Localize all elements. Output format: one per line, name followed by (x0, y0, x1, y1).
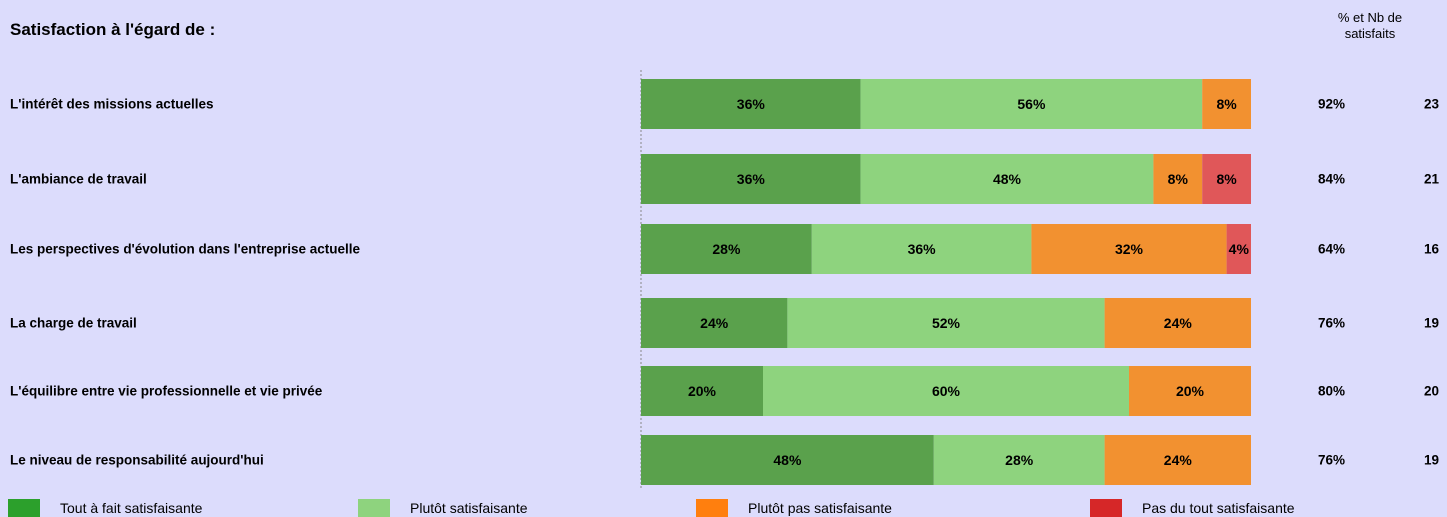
legend: Tout à fait satisfaisante Plutôt satisfa… (0, 499, 1447, 517)
satisfied-percent: 76% (1318, 452, 1346, 468)
chart-title: Satisfaction à l'égard de : (10, 20, 216, 39)
bar-segment (860, 154, 1154, 204)
bar-segment (860, 79, 1203, 129)
bar-segment (1202, 79, 1251, 129)
category-label: Les perspectives d'évolution dans l'entr… (10, 241, 361, 257)
satisfied-count: 23 (1424, 96, 1440, 112)
bar-value-label: 24% (700, 315, 729, 331)
bar-segment (1104, 435, 1251, 485)
category-label: L'ambiance de travail (10, 171, 147, 187)
bar-segment (1104, 298, 1251, 348)
legend-swatch (358, 499, 390, 517)
bar-value-label: 48% (773, 452, 802, 468)
legend-swatch (696, 499, 728, 517)
satisfied-count: 20 (1424, 383, 1440, 399)
satisfied-percent: 84% (1318, 171, 1346, 187)
bar-segment (1129, 366, 1251, 416)
satisfied-count: 21 (1424, 171, 1440, 187)
bar-value-label: 32% (1115, 241, 1144, 257)
bar-segment (763, 366, 1129, 416)
legend-item-tout-a-fait: Tout à fait satisfaisante (8, 499, 202, 517)
bar-segment (787, 298, 1105, 348)
bar-value-label: 8% (1168, 171, 1189, 187)
satisfied-count: 19 (1424, 315, 1440, 331)
category-label: Le niveau de responsabilité aujourd'hui (10, 452, 264, 468)
bar-segment (641, 366, 763, 416)
bar-value-label: 48% (993, 171, 1022, 187)
legend-item-plutot: Plutôt satisfaisante (358, 499, 528, 517)
category-label: L'équilibre entre vie professionnelle et… (10, 383, 323, 399)
legend-swatch (8, 499, 40, 517)
bar-value-label: 36% (908, 241, 937, 257)
category-label: La charge de travail (10, 315, 137, 331)
bar-segment (641, 154, 861, 204)
bar-value-label: 20% (688, 383, 717, 399)
legend-label: Pas du tout satisfaisante (1142, 500, 1295, 516)
legend-item-plutot-pas: Plutôt pas satisfaisante (696, 499, 892, 517)
satisfied-percent: 76% (1318, 315, 1346, 331)
bar-value-label: 8% (1216, 171, 1237, 187)
bar-value-label: 24% (1164, 452, 1193, 468)
bar-segment (641, 224, 812, 274)
bar-value-label: 28% (1005, 452, 1034, 468)
bar-value-label: 36% (737, 96, 766, 112)
bar-segment (641, 435, 934, 485)
legend-label: Plutôt pas satisfaisante (748, 500, 892, 516)
bar-segment (811, 224, 1032, 274)
bar-value-label: 28% (712, 241, 741, 257)
bar-segment (641, 298, 788, 348)
satisfied-column-header: % et Nb de satisfaits (1337, 10, 1403, 41)
bar-segment (933, 435, 1105, 485)
satisfied-percent: 80% (1318, 383, 1346, 399)
bar-segment (1031, 224, 1227, 274)
satisfied-percent: 64% (1318, 241, 1346, 257)
satisfied-percent: 92% (1318, 96, 1346, 112)
bar-segment (1226, 224, 1251, 274)
stacked-bar-chart: 36% 56% 8% 36% 48% 8% 8% 28% 36% 32% 4% 24% 52% 24% 20… (640, 70, 1251, 488)
bar-value-label: 60% (932, 383, 961, 399)
satisfied-count: 16 (1424, 241, 1440, 257)
bar-segment (1153, 154, 1203, 204)
bar-value-label: 52% (932, 315, 961, 331)
bar-segment (1202, 154, 1251, 204)
satisfied-count: 19 (1424, 452, 1440, 468)
bar-value-label: 56% (1017, 96, 1046, 112)
bar-value-label: 4% (1229, 241, 1250, 257)
bar-value-label: 20% (1176, 383, 1205, 399)
category-label: L'intérêt des missions actuelles (10, 96, 214, 112)
legend-label: Plutôt satisfaisante (410, 500, 528, 516)
bar-value-label: 24% (1164, 315, 1193, 331)
legend-swatch (1090, 499, 1122, 517)
legend-label: Tout à fait satisfaisante (60, 500, 203, 516)
bar-value-label: 36% (737, 171, 766, 187)
legend-item-pas-du-tout: Pas du tout satisfaisante (1090, 499, 1295, 517)
bar-segment (641, 79, 861, 129)
bar-value-label: 8% (1216, 96, 1237, 112)
